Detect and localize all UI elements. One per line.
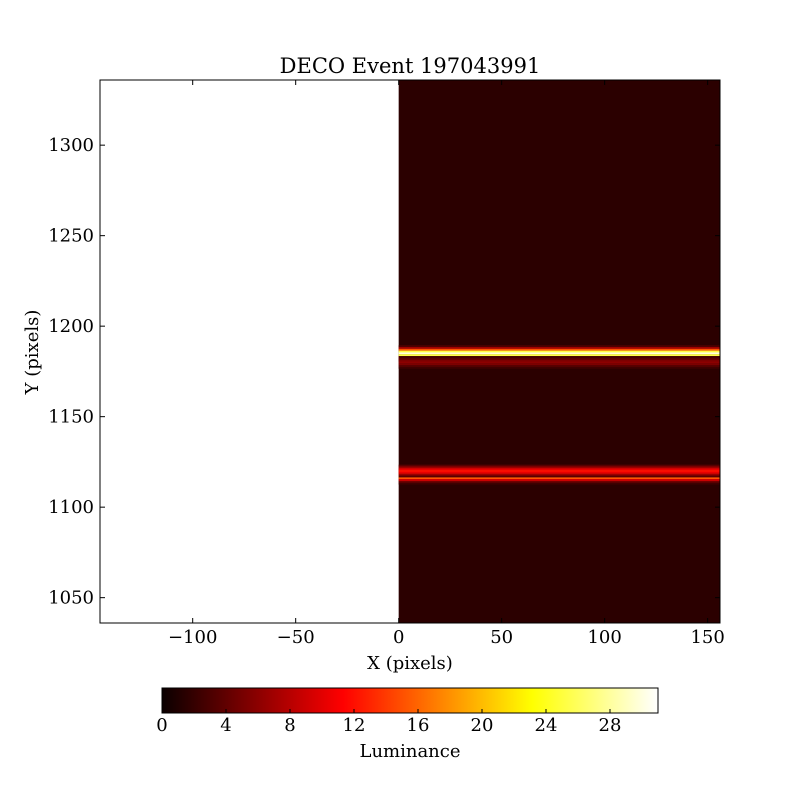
y-tick-label: 1100 xyxy=(48,497,94,518)
heatmap-image xyxy=(398,80,720,623)
colorbar-tick-label: 0 xyxy=(156,715,167,736)
y-axis-label: Y (pixels) xyxy=(22,310,43,396)
band-row xyxy=(398,350,720,353)
colorbar-tick-label: 20 xyxy=(471,715,494,736)
y-tick-label: 1050 xyxy=(48,588,94,609)
band-row xyxy=(398,361,720,364)
y-tick-label: 1300 xyxy=(48,135,94,156)
x-tick-label: 0 xyxy=(393,627,404,648)
band-row xyxy=(398,357,720,360)
band-row xyxy=(398,471,720,474)
band-row xyxy=(398,356,720,358)
band-row xyxy=(398,345,720,348)
colorbar-tick-label: 4 xyxy=(220,715,231,736)
colorbar-label: Luminance xyxy=(359,741,460,762)
band-row xyxy=(398,359,720,362)
band-row xyxy=(398,473,720,476)
x-tick-label: −50 xyxy=(277,627,315,648)
colorbar-tick-label: 24 xyxy=(535,715,558,736)
band-row xyxy=(398,477,720,480)
band-row xyxy=(398,347,720,349)
plot-frame xyxy=(99,79,721,624)
colorbar-tick-label: 8 xyxy=(284,715,295,736)
colorbar-tick-label: 12 xyxy=(343,715,366,736)
x-tick-label: −100 xyxy=(168,627,217,648)
band-row xyxy=(398,468,720,471)
luminance-band xyxy=(398,464,720,478)
band-row xyxy=(398,480,720,483)
x-tick-label: 50 xyxy=(490,627,513,648)
y-axis: 1050 1100 1150 1200 1250 1300 xyxy=(48,135,720,609)
colorbar-tick-label: 16 xyxy=(407,715,430,736)
band-row xyxy=(398,365,720,367)
band-row xyxy=(398,363,720,366)
colorbar-tick-label: 28 xyxy=(599,715,622,736)
y-tick-label: 1250 xyxy=(48,226,94,247)
band-row xyxy=(398,470,720,472)
band-row xyxy=(398,479,720,481)
colorbar xyxy=(161,687,659,714)
band-row xyxy=(398,464,720,467)
band-row xyxy=(398,475,720,478)
x-axis: −100 −50 0 50 100 150 xyxy=(168,80,725,648)
band-row xyxy=(398,482,720,485)
y-tick-label: 1150 xyxy=(48,407,94,428)
colorbar-ticks: 0 4 8 12 16 20 24 28 xyxy=(156,709,621,736)
band-row xyxy=(398,354,720,357)
band-row xyxy=(398,466,720,469)
y-tick-label: 1200 xyxy=(48,316,94,337)
band-row xyxy=(398,348,720,351)
luminance-band xyxy=(398,356,720,369)
chart-title: DECO Event 197043991 xyxy=(280,54,541,78)
x-tick-label: 150 xyxy=(690,627,724,648)
band-row xyxy=(398,366,720,369)
band-row xyxy=(398,352,720,355)
x-tick-label: 100 xyxy=(587,627,621,648)
x-axis-label: X (pixels) xyxy=(367,653,453,674)
